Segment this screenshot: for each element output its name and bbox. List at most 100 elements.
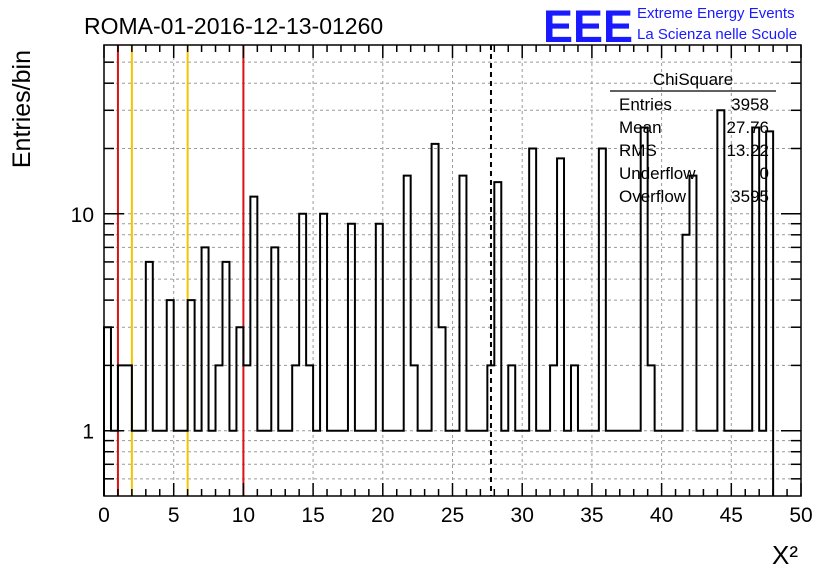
stats-label: Overflow	[619, 187, 687, 206]
histogram-bin	[153, 431, 160, 496]
histogram-bin	[229, 431, 236, 496]
plot-area	[104, 45, 801, 496]
stats-value: 13.22	[726, 141, 769, 160]
histogram-bin	[592, 431, 599, 496]
y-axis-label: Entries/bin	[8, 50, 36, 168]
histogram-bin	[292, 365, 299, 496]
histogram-bin	[188, 300, 195, 496]
histogram-bin	[167, 300, 174, 496]
histogram-bin	[689, 176, 696, 496]
histogram-bin	[676, 431, 683, 496]
histogram-bin	[662, 431, 669, 496]
histogram-bin	[585, 431, 592, 496]
histogram-bin	[383, 431, 390, 496]
histogram-bin	[327, 431, 334, 496]
histogram-bin	[111, 431, 118, 496]
x-tick-label: 45	[720, 504, 743, 527]
histogram-bin	[669, 431, 676, 496]
histogram-bin	[439, 327, 446, 496]
tick-labels: 0 5 10 15 20 25 30 35 40 45 50 1 10	[71, 204, 813, 527]
histogram-bin	[515, 431, 522, 496]
histogram-bin	[487, 365, 494, 496]
stats-value: 27.76	[726, 118, 769, 137]
histogram-bin	[125, 365, 132, 496]
histogram-bin	[703, 431, 710, 496]
histogram-bin	[306, 365, 313, 496]
histogram-bin	[278, 431, 285, 496]
histogram-bin	[522, 431, 529, 496]
histogram-bin	[236, 327, 243, 496]
histogram-bin	[648, 365, 655, 496]
histogram-bin	[536, 431, 543, 496]
x-tick-label: 35	[580, 504, 603, 527]
histogram-bin	[446, 431, 453, 496]
histogram-bin	[620, 431, 627, 496]
histogram-bin	[480, 431, 487, 496]
x-tick-label: 25	[441, 504, 464, 527]
x-tick-label: 15	[301, 504, 324, 527]
histogram-bin	[745, 431, 752, 496]
histogram-line	[103, 109, 775, 496]
histogram-bin	[564, 431, 571, 496]
histogram-bin	[557, 158, 564, 496]
histogram-bin	[404, 176, 411, 496]
histogram-bin	[355, 431, 362, 496]
stats-value: 0	[760, 164, 769, 183]
stats-label: RMS	[619, 141, 657, 160]
grid	[104, 45, 801, 496]
histogram-bin	[501, 431, 508, 496]
histogram-bin	[202, 247, 209, 496]
histogram-bin	[453, 431, 460, 496]
histogram-bin	[613, 431, 620, 496]
histogram-bin	[341, 431, 348, 496]
histogram-bin	[529, 148, 536, 496]
y-tick-label: 1	[82, 421, 94, 444]
histogram-bin	[160, 431, 167, 496]
histogram-bin	[627, 431, 634, 496]
histogram-bin	[216, 365, 223, 496]
histogram-bin	[348, 224, 355, 496]
histogram-bin	[425, 431, 432, 496]
x-tick-label: 50	[789, 504, 812, 527]
stats-box: ChiSquare Entries 3958 Mean 27.76 RMS 13.22 Un…	[610, 70, 776, 206]
histogram-bin	[362, 431, 369, 496]
histogram-bin	[174, 431, 181, 496]
axis-ticks	[103, 45, 802, 496]
histogram-bin	[655, 431, 662, 496]
x-tick-label: 5	[168, 504, 180, 527]
chart-title: ROMA-01-2016-12-13-01260	[84, 13, 383, 39]
histogram-bin	[376, 224, 383, 496]
logo-line-1: Extreme Energy Events	[637, 5, 795, 22]
histogram-bin	[459, 176, 466, 496]
histogram-bin	[369, 431, 376, 496]
histogram-bin	[696, 431, 703, 496]
stats-label: Underflow	[619, 164, 696, 183]
histogram-bin	[334, 431, 341, 496]
histogram-bin	[578, 431, 585, 496]
histogram-bin	[543, 431, 550, 496]
histogram-bin	[634, 431, 641, 496]
histogram-bin	[731, 431, 738, 496]
x-tick-label: 20	[371, 504, 394, 527]
histogram-bin	[250, 197, 257, 496]
y-tick-label: 10	[71, 204, 94, 227]
histogram-bin	[181, 431, 188, 496]
histogram-bin	[508, 365, 515, 496]
histogram-bin	[473, 431, 480, 496]
x-tick-label: 10	[232, 504, 255, 527]
histogram-bin	[683, 235, 690, 496]
histogram-bin	[571, 365, 578, 496]
histogram-bin	[466, 431, 473, 496]
histogram-bin	[390, 431, 397, 496]
histogram-bin	[139, 431, 146, 496]
logo-letters: EEE	[543, 1, 633, 52]
histogram-bin	[641, 127, 648, 496]
histogram-bin	[717, 110, 724, 496]
histogram-bin	[146, 262, 153, 496]
histogram-bin	[313, 431, 320, 496]
histogram-bin	[494, 182, 501, 496]
histogram-bin	[271, 247, 278, 496]
logo-line-2: La Scienza nelle Scuole	[637, 26, 797, 43]
histogram-bin	[299, 214, 306, 496]
